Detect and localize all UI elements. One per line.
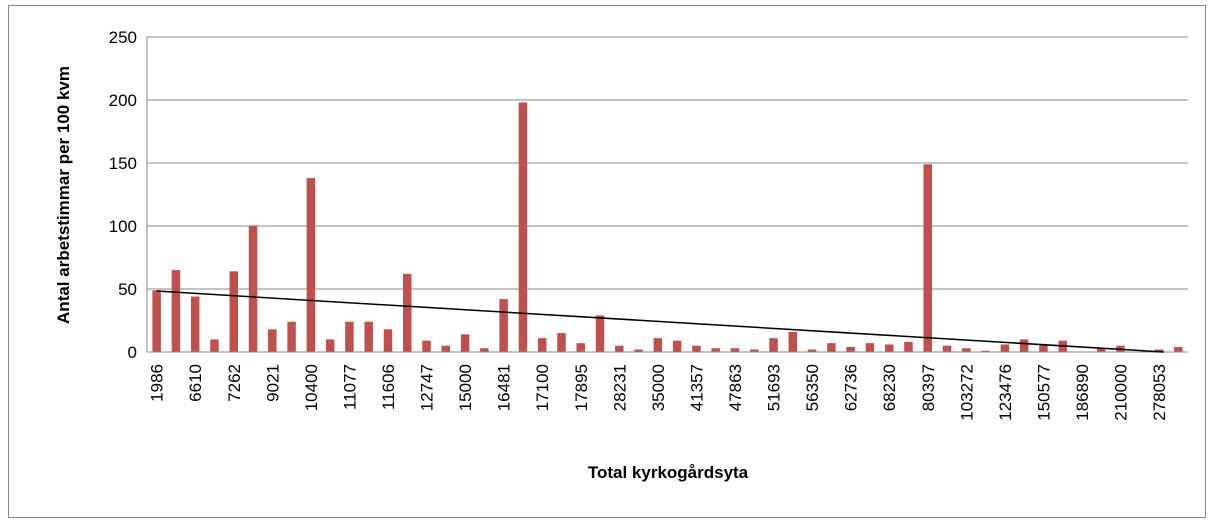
bar <box>923 164 932 352</box>
x-tick-label: 16481 <box>495 364 514 411</box>
bar <box>152 290 161 352</box>
bar <box>480 348 489 352</box>
bar <box>325 339 335 352</box>
bar <box>672 340 682 352</box>
bar <box>364 321 373 352</box>
bar <box>576 343 585 352</box>
x-tick-label: 123476 <box>996 364 1015 421</box>
bar <box>441 345 451 352</box>
bar <box>750 349 759 352</box>
x-tick-label: 12747 <box>418 364 437 411</box>
x-tick-label: 47863 <box>726 364 745 411</box>
x-tick-label: 35000 <box>649 364 668 411</box>
y-tick-label: 100 <box>109 217 137 236</box>
x-tick-label: 210000 <box>1112 364 1131 421</box>
y-tick-label: 250 <box>109 28 137 47</box>
bar <box>306 178 316 352</box>
x-tick-label: 28231 <box>610 364 629 411</box>
x-tick-label: 41357 <box>687 364 706 411</box>
bar <box>383 329 393 352</box>
y-axis-title: Antal arbetstimmar per 100 kvm <box>54 66 73 324</box>
x-tick-label: 7262 <box>225 364 244 402</box>
bar <box>1000 344 1010 352</box>
bar <box>248 226 258 352</box>
bar <box>884 344 894 352</box>
bar <box>1174 346 1183 352</box>
bar <box>1039 344 1048 352</box>
bar <box>962 348 971 352</box>
x-tick-label: 80397 <box>919 364 938 411</box>
x-tick-label: 11606 <box>379 364 398 410</box>
bar <box>595 315 605 352</box>
x-tick-label: 11077 <box>340 364 359 410</box>
bar <box>403 273 412 352</box>
x-tick-label: 17895 <box>572 364 591 411</box>
x-tick-label: 51693 <box>765 364 784 411</box>
x-tick-label: 10400 <box>302 364 321 411</box>
x-tick-label: 150577 <box>1034 364 1053 421</box>
bar <box>557 333 566 352</box>
bar <box>518 102 528 353</box>
x-tick-label: 278053 <box>1150 364 1169 421</box>
bar <box>460 334 470 352</box>
bar <box>865 343 875 352</box>
bar <box>769 338 778 352</box>
bar <box>1019 339 1029 352</box>
bar <box>422 340 431 352</box>
bar <box>1154 349 1164 352</box>
bar <box>171 270 181 352</box>
y-tick-label: 50 <box>118 280 137 299</box>
trendline <box>156 290 1164 353</box>
bar <box>653 338 663 352</box>
bar <box>981 350 990 352</box>
bar <box>345 321 354 352</box>
x-tick-label: 103272 <box>957 364 976 421</box>
bar <box>190 296 200 352</box>
bar <box>692 345 701 352</box>
chart-border <box>8 5 1206 518</box>
bar <box>268 329 277 352</box>
bar <box>711 348 720 352</box>
bar <box>904 341 913 352</box>
bar <box>615 345 624 352</box>
bar <box>807 349 817 352</box>
y-tick-label: 200 <box>109 91 137 110</box>
bar <box>287 321 296 352</box>
bar <box>942 345 952 352</box>
bar <box>846 346 855 352</box>
bar <box>229 271 238 352</box>
bar <box>730 348 740 352</box>
bar <box>537 338 547 352</box>
bar <box>499 299 508 352</box>
x-tick-label: 9021 <box>263 364 282 402</box>
x-tick-label: 1986 <box>148 364 167 402</box>
bar <box>634 349 643 352</box>
x-tick-label: 68230 <box>880 364 899 411</box>
x-tick-label: 15000 <box>456 364 475 411</box>
x-tick-label: 6610 <box>186 364 205 402</box>
x-tick-label: 62736 <box>842 364 861 411</box>
x-tick-label: 186890 <box>1073 364 1092 421</box>
bar <box>210 339 219 352</box>
bar <box>827 343 836 352</box>
x-tick-label: 56350 <box>803 364 822 411</box>
bar <box>1097 348 1106 352</box>
y-tick-label: 150 <box>109 154 137 173</box>
x-tick-label: 17100 <box>533 364 552 411</box>
x-axis-title: Total kyrkogårdsyta <box>588 463 749 482</box>
y-tick-label: 0 <box>128 343 137 362</box>
bar <box>788 331 798 352</box>
